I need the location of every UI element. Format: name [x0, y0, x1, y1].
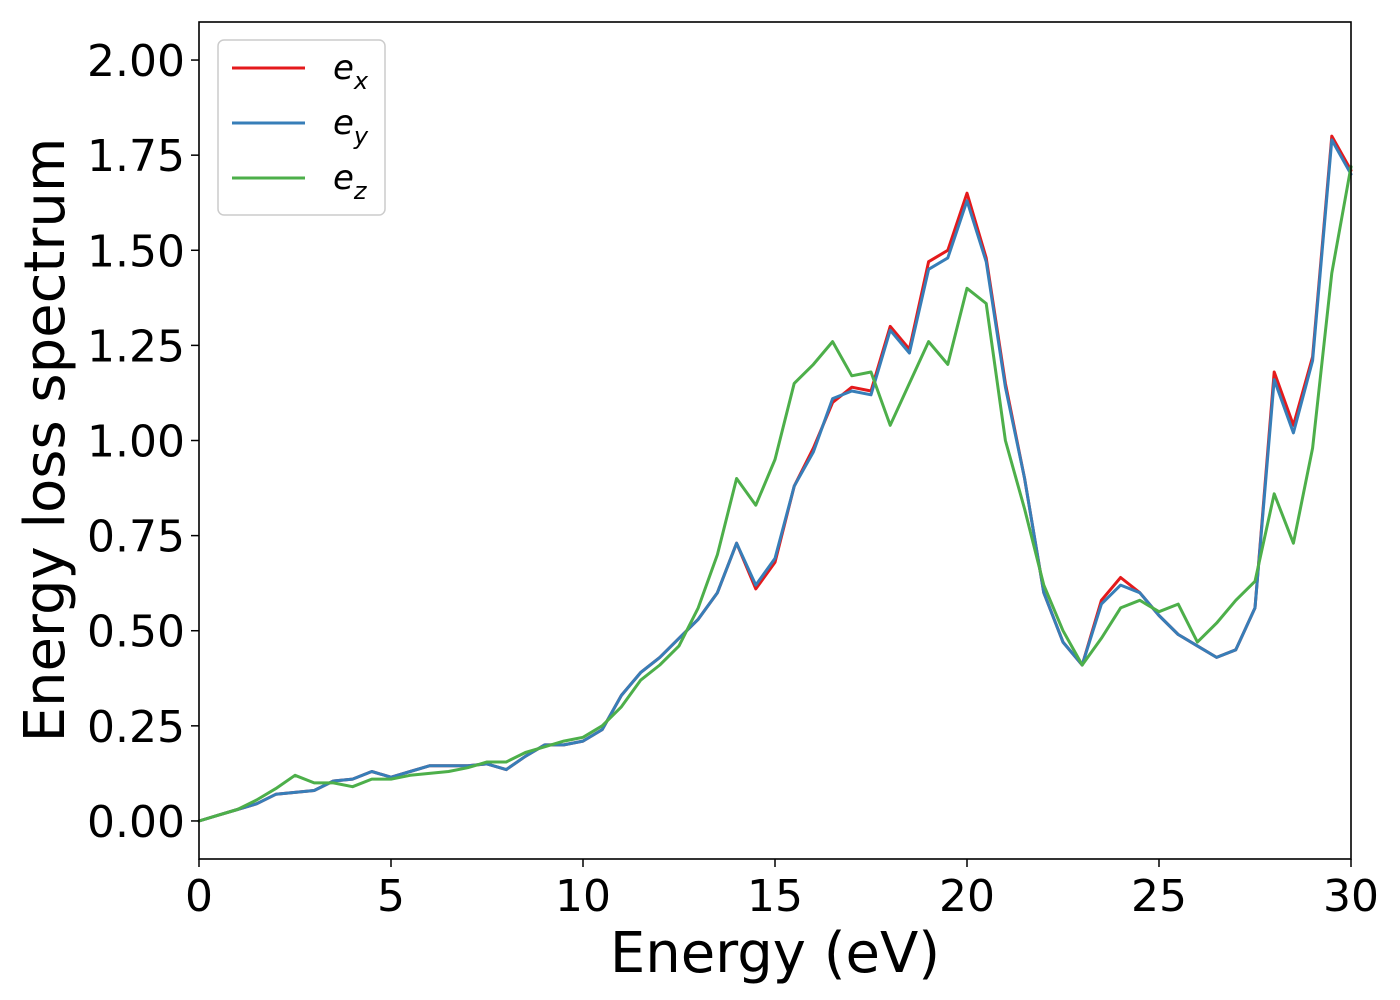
legend-box — [217, 39, 386, 216]
x-tick-label: 15 — [747, 871, 803, 922]
x-tick-label: 5 — [377, 871, 405, 922]
y-tick-label: 0.00 — [87, 797, 185, 848]
y-tick-label: 0.50 — [87, 607, 185, 658]
y-axis: 0.00 0.25 0.50 0.75 1.00 1.25 1.50 1.75 2.00 — [87, 36, 199, 848]
x-tick-label: 0 — [185, 871, 213, 922]
y-tick-label: 1.00 — [87, 417, 185, 468]
series-layer — [197, 134, 1353, 823]
series-line-z — [197, 165, 1353, 823]
y-tick-label: 2.00 — [87, 36, 185, 87]
y-tick-label: 1.50 — [87, 226, 185, 277]
legend-label-y: ey — [333, 103, 369, 150]
y-tick-label: 1.25 — [87, 321, 185, 372]
y-axis-title: Energy loss spectrum — [13, 138, 78, 743]
legend: ex ey ez — [217, 39, 386, 216]
x-axis-title: Energy (eV) — [610, 921, 940, 986]
x-axis: 0 5 10 15 20 25 30 — [185, 859, 1379, 922]
y-tick-label: 1.75 — [87, 131, 185, 182]
x-tick-label: 30 — [1323, 871, 1379, 922]
y-tick-label: 0.25 — [87, 702, 185, 753]
y-tick-label: 0.75 — [87, 512, 185, 563]
legend-label-x: ex — [333, 48, 369, 95]
x-tick-label: 25 — [1131, 871, 1187, 922]
x-tick-label: 20 — [939, 871, 995, 922]
legend-label-z: ez — [333, 158, 368, 205]
series-line-y — [197, 138, 1353, 823]
x-tick-label: 10 — [555, 871, 611, 922]
